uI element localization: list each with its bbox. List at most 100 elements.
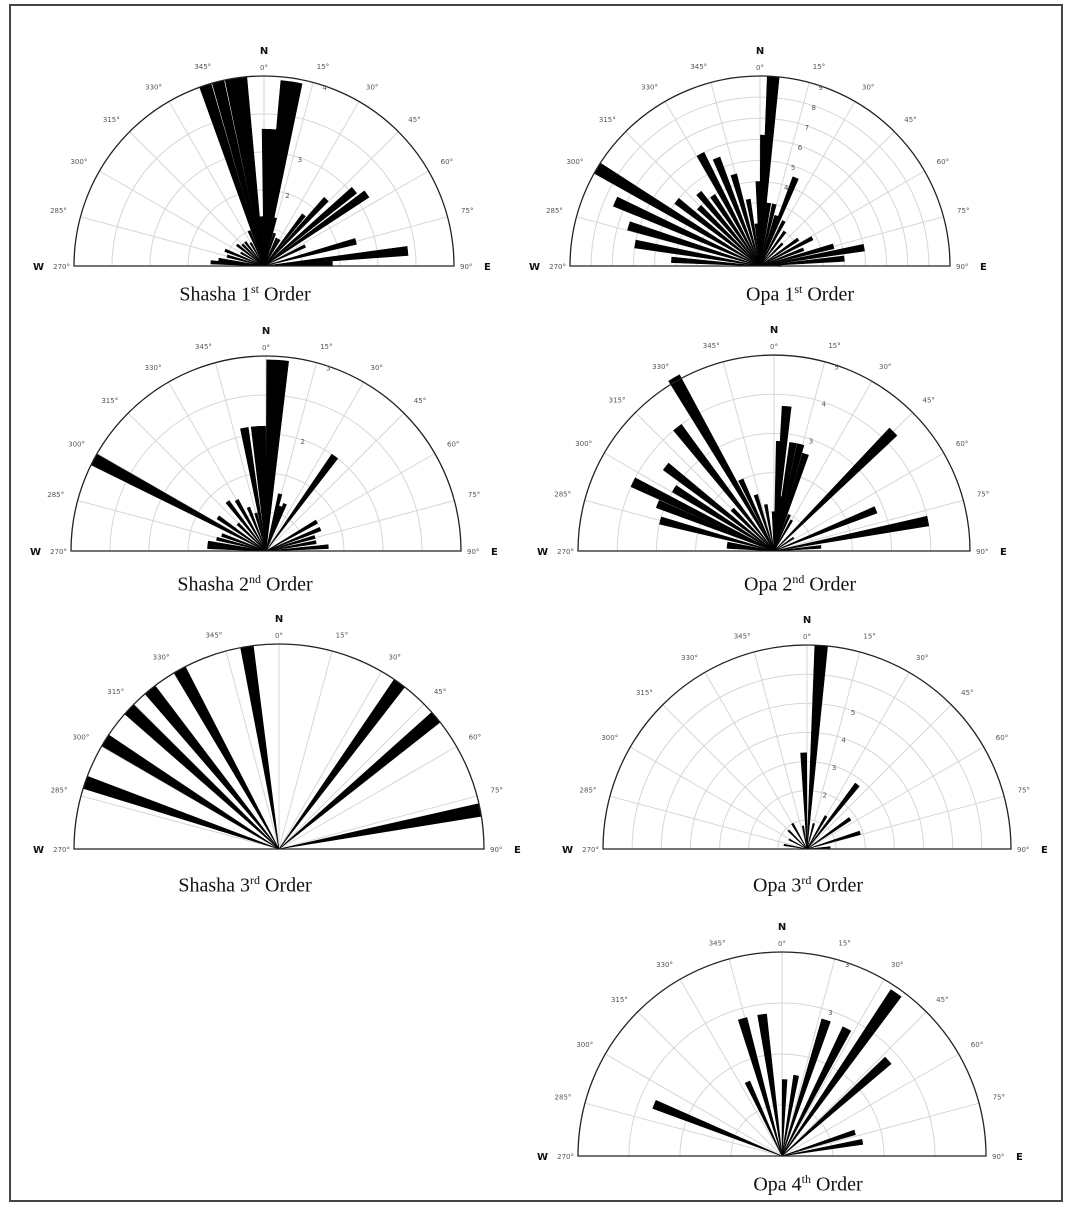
grid-spoke	[662, 704, 808, 850]
rose-bar	[744, 1080, 783, 1157]
north-label: N	[778, 922, 786, 933]
ring-label: 3	[326, 364, 330, 372]
grid-spoke	[781, 1011, 927, 1157]
rose-bar	[759, 236, 814, 267]
angle-label: 285°	[580, 787, 597, 795]
angle-label: 90°	[490, 846, 502, 854]
rose-bar	[235, 243, 265, 267]
angle-label: 330°	[681, 654, 698, 662]
rose-outline	[73, 75, 455, 267]
angle-label: 30°	[366, 83, 378, 91]
angle-label: 60°	[937, 158, 949, 166]
angle-label: 330°	[641, 83, 658, 91]
rose-bar	[730, 507, 775, 552]
rose-bar	[254, 512, 267, 552]
rose-bar	[781, 989, 902, 1157]
caption-shasha-2nd-order: Shasha 2nd Order	[177, 572, 313, 596]
rose-bar	[773, 515, 930, 552]
rose-svg: 270° 285° 300° 315° 330° 345° 0° 15° 30° 45° 60° 75…	[33, 614, 521, 856]
east-label: E	[980, 262, 987, 273]
angle-label: 45°	[434, 688, 446, 696]
rose-bar	[781, 1018, 831, 1157]
rose-bar	[801, 825, 808, 850]
grid-spoke	[278, 650, 333, 850]
rose-bar	[753, 494, 775, 552]
angle-label: 30°	[891, 961, 903, 969]
rose-bar	[263, 232, 276, 267]
rose-bar	[759, 247, 805, 267]
west-label: W	[537, 547, 548, 558]
grid-spoke	[753, 651, 808, 850]
rose-bar	[241, 243, 265, 267]
rose-bar	[781, 1138, 864, 1157]
angle-label: 345°	[690, 63, 707, 71]
ring-label: 3	[845, 961, 849, 969]
caption-opa-1st-order: Opa 1st Order	[746, 282, 854, 306]
rose-bar	[265, 503, 287, 552]
rose-bar	[259, 216, 265, 267]
angle-label: 270°	[53, 846, 70, 854]
rose-opa-1st-order: 4 5 6 7 8 9 270° 285° 300° 315° 330° 345° 0° 15° 30° 45…	[510, 18, 1010, 280]
west-label: W	[529, 262, 540, 273]
angle-label: 15°	[336, 631, 348, 639]
angle-label: 30°	[862, 83, 874, 91]
angle-label: 0°	[803, 633, 811, 641]
angle-label: 315°	[599, 116, 616, 124]
angle-label: 45°	[936, 996, 948, 1004]
angle-label: 0°	[262, 344, 270, 352]
angle-label: 330°	[145, 83, 162, 91]
ring-label: 2	[285, 192, 289, 200]
rose-bar	[759, 176, 799, 267]
rose-svg: 3 4 5 270° 285° 300° 315° 330° 345° 0° 15° 30° 45° 60…	[537, 325, 1007, 558]
angle-label: 75°	[461, 207, 473, 215]
rose-opa-3rd-order: 2 3 4 5 270° 285° 300° 315° 330° 345° 0° 15° 30° 45° 6…	[540, 598, 1048, 868]
rose-bar	[263, 246, 409, 267]
rose-bar	[759, 203, 777, 267]
rose-bar	[265, 526, 322, 552]
grid-spoke	[278, 795, 478, 850]
angle-label: 75°	[1018, 787, 1030, 795]
rose-bar	[673, 424, 775, 552]
grid-spoke	[704, 672, 808, 850]
angle-label: 300°	[70, 158, 87, 166]
angle-label: 0°	[756, 64, 764, 72]
rose-svg: 4 5 6 7 8 9 270° 285° 300° 315° 330° 345° 0° 15° 30° 45…	[529, 46, 987, 273]
grid-spoke	[781, 958, 836, 1157]
rose-bar	[783, 843, 808, 850]
angle-label: 45°	[408, 116, 420, 124]
rose-bar	[263, 238, 281, 267]
angle-label: 15°	[838, 939, 850, 947]
rose-bar	[240, 251, 265, 267]
rose-shasha-3rd-order: 270° 285° 300° 315° 330° 345° 0° 15° 30° 45° 60° 75…	[20, 598, 540, 868]
rose-opa-4th-order: 3 3 270° 285° 300° 315° 330° 345° 0° 15° 30° 45° 60°…	[520, 900, 1040, 1172]
rose-bar	[627, 221, 761, 267]
grid-spoke	[806, 746, 984, 850]
angle-label: 90°	[956, 263, 968, 271]
caption-shasha-3rd-order: Shasha 3rd Order	[178, 873, 312, 897]
rose-bar	[787, 829, 808, 850]
rose-bar	[759, 220, 786, 267]
rose-bar	[634, 239, 761, 267]
grid-spoke	[722, 361, 775, 552]
rose-bar	[806, 817, 852, 850]
rose-bar	[234, 499, 267, 552]
east-label: E	[1016, 1152, 1023, 1163]
rose-bar	[221, 533, 267, 552]
north-label: N	[770, 325, 778, 336]
rose-bar	[788, 838, 808, 850]
angle-label: 60°	[971, 1041, 983, 1049]
grid-spoke	[168, 101, 265, 267]
rose-bar	[697, 205, 761, 267]
grid-spoke	[773, 452, 944, 552]
angle-label: 345°	[709, 939, 726, 947]
angle-label: 75°	[993, 1094, 1005, 1102]
angle-label: 15°	[813, 63, 825, 71]
ring-label: 4	[822, 401, 827, 409]
rose-bar	[759, 242, 784, 267]
angle-label: 285°	[47, 491, 64, 499]
ring-label: 8	[811, 104, 815, 112]
rose-bar	[246, 506, 267, 552]
ring-label: 6	[798, 144, 803, 152]
rose-svg: 2 3 270° 285° 300° 315° 330° 345° 0° 15° 30° 45° 60°…	[30, 326, 498, 558]
angle-label: 330°	[656, 961, 673, 969]
